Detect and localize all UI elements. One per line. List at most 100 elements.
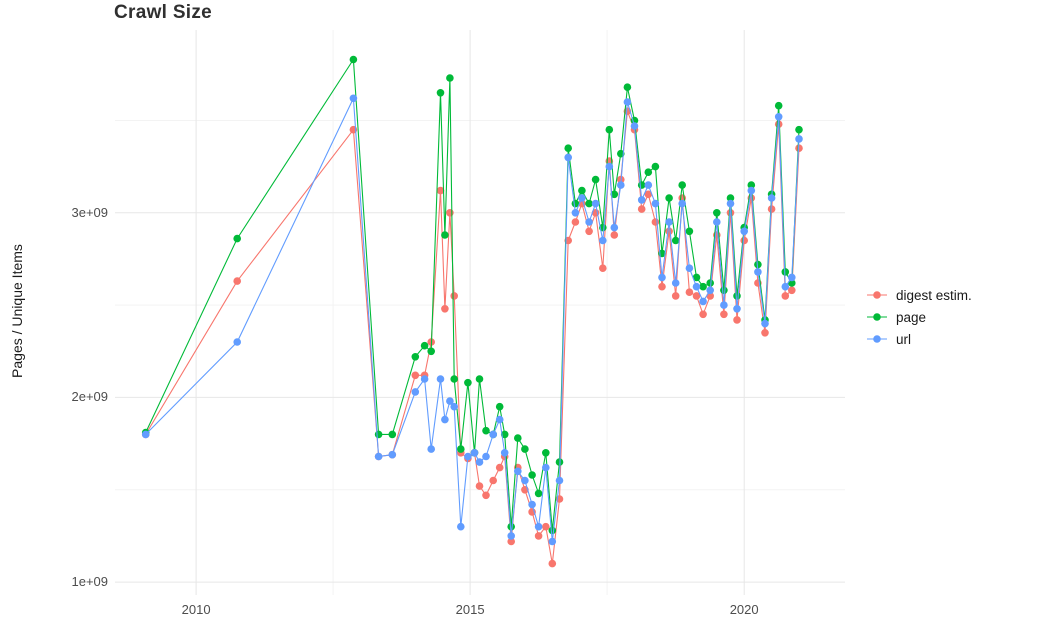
data-point-url [678,199,686,208]
data-point-digest-estim [475,482,484,490]
data-point-page [450,375,459,383]
series-url [141,94,803,546]
data-point-page [457,445,465,453]
data-point-url [441,415,449,424]
data-point-url [411,388,420,396]
data-point-digest-estim [441,305,449,313]
data-point-page [528,471,536,479]
legend: digest estim. page url [866,284,972,350]
chart-title: Crawl Size [114,2,213,23]
data-point-digest-estim [507,537,515,546]
data-point-url [495,415,504,424]
data-point-url [571,209,580,217]
data-point-page [441,231,449,239]
data-point-url [446,397,454,405]
legend-key-page-icon [866,310,888,324]
data-point-url [528,500,536,509]
data-point-url [141,430,150,439]
data-point-digest-estim [534,532,543,540]
data-point-page [605,125,614,134]
data-point-url [747,186,756,195]
data-point-url [761,319,769,328]
data-point-digest-estim [781,292,790,300]
data-point-page [578,186,586,195]
data-point-digest-estim [644,190,653,199]
data-point-digest-estim [665,227,673,236]
data-point-url [542,463,550,472]
data-point-url [706,286,714,295]
data-point-url [658,273,666,282]
data-point-page [637,181,646,189]
data-point-digest-estim [411,371,420,380]
data-point-page [699,282,707,291]
data-point-page [706,279,714,287]
data-point-page [726,194,735,202]
data-point-digest-estim [599,264,607,272]
data-point-page [781,268,790,276]
data-point-url [578,194,586,202]
data-point-url [788,273,796,282]
data-point-digest-estim [699,310,707,319]
data-point-page [720,286,728,295]
data-point-url [349,94,358,103]
data-point-digest-estim [436,186,445,195]
data-point-url [475,458,484,466]
data-point-digest-estim [585,227,593,236]
data-point-digest-estim [548,559,557,568]
legend-key-digest-estim-icon [866,288,888,302]
data-point-digest-estim [489,476,498,485]
data-point-digest-estim [726,209,735,217]
legend-label-url: url [896,331,912,347]
data-point-url [795,135,803,143]
data-point-url [427,445,436,453]
data-point-digest-estim [733,316,741,324]
data-point-url [534,522,543,531]
data-point-page [482,426,490,435]
data-point-url [374,452,383,461]
data-point-page [564,144,572,152]
data-point-url [617,181,625,189]
data-point-page [446,74,454,82]
data-point-url [699,297,707,306]
data-point-page [678,181,686,189]
data-point-page [747,181,756,189]
data-point-digest-estim [651,218,660,226]
data-point-url [630,122,639,130]
data-point-page [774,101,783,110]
legend-label-digest-estim: digest estim. [896,287,972,303]
data-point-digest-estim [692,292,701,300]
data-point-digest-estim [446,209,454,217]
data-point-page [495,402,504,411]
data-point-page [411,353,420,361]
legend-item-page: page [866,306,972,328]
series-digest-estim [141,107,803,568]
data-point-page [623,83,632,91]
data-point-url [637,196,646,204]
data-point-page [507,522,515,531]
data-point-page [651,162,660,171]
data-point-url [685,264,694,272]
plot-panel [115,30,845,595]
data-point-url [754,268,762,276]
series-page [141,55,803,535]
legend-label-page: page [896,309,927,325]
data-point-url [720,301,728,309]
data-point-page [464,378,472,387]
data-point-page [692,273,701,282]
data-point-url [599,236,607,245]
data-point-page [644,168,653,176]
data-point-page [795,125,803,134]
data-point-page [420,341,429,350]
data-point-digest-estim [685,288,694,297]
data-point-digest-estim [761,329,769,337]
data-point-url [420,375,429,383]
data-point-digest-estim [542,522,550,531]
data-point-page [713,209,721,217]
data-point-page [233,234,241,243]
data-point-page [427,347,436,356]
data-point-url [774,113,783,121]
data-point-page [671,236,680,245]
data-point-page [436,89,445,97]
data-point-url [767,194,776,202]
data-point-url [436,375,445,383]
